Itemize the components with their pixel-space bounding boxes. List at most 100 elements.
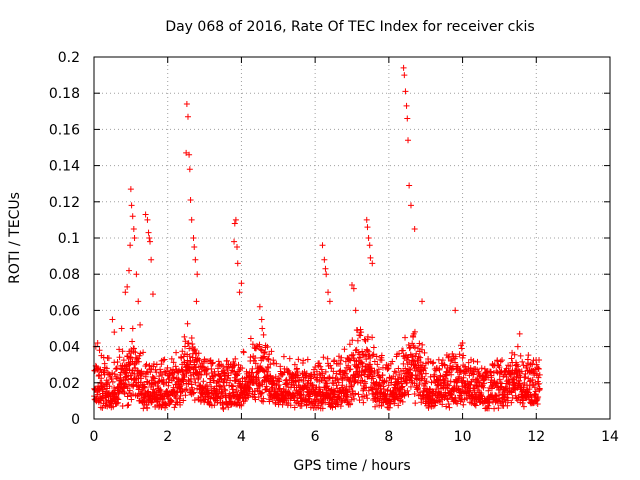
data-point <box>430 359 437 366</box>
data-point <box>351 395 358 402</box>
data-point <box>406 366 413 373</box>
data-point <box>108 375 115 382</box>
data-point <box>447 362 454 369</box>
data-point <box>150 386 157 393</box>
data-point <box>268 348 275 355</box>
data-point <box>511 351 518 358</box>
data-point <box>472 402 479 409</box>
data-point <box>130 225 137 232</box>
data-point <box>116 354 123 361</box>
data-point <box>232 377 239 384</box>
data-point <box>499 357 506 364</box>
data-point <box>219 399 226 406</box>
data-point <box>318 366 325 373</box>
data-point <box>417 359 424 366</box>
data-point <box>319 370 326 377</box>
data-point <box>404 115 411 122</box>
data-point <box>459 339 466 346</box>
data-point <box>481 365 488 372</box>
data-point <box>365 235 372 241</box>
data-point <box>193 298 200 305</box>
data-point <box>436 366 443 373</box>
data-point <box>433 386 440 393</box>
data-point <box>395 365 402 372</box>
data-point <box>373 353 380 360</box>
y-axis-label: ROTI / TECUs <box>7 192 23 284</box>
data-point <box>444 385 451 392</box>
data-point <box>508 355 515 362</box>
data-point <box>374 369 381 376</box>
data-point <box>255 368 262 375</box>
data-point <box>425 404 432 411</box>
data-point <box>403 102 410 109</box>
data-point <box>502 399 509 406</box>
data-point <box>516 380 523 387</box>
data-point <box>517 352 524 359</box>
data-point <box>214 399 221 406</box>
data-point <box>339 398 346 405</box>
data-point <box>211 368 218 375</box>
data-point <box>129 338 136 345</box>
x-axis-label: GPS time / hours <box>293 458 410 474</box>
data-point <box>338 354 345 361</box>
data-point <box>149 291 156 298</box>
data-point <box>263 383 270 390</box>
data-point <box>487 369 494 376</box>
data-point <box>516 330 523 337</box>
data-point <box>316 370 323 377</box>
data-point <box>412 361 419 368</box>
data-point <box>369 352 376 359</box>
data-point <box>198 371 205 378</box>
data-point <box>342 368 349 375</box>
data-point <box>349 337 356 344</box>
data-point <box>367 361 374 368</box>
data-point <box>185 340 192 347</box>
data-point <box>191 346 198 353</box>
data-point <box>402 334 409 341</box>
data-point <box>137 350 144 357</box>
data-point <box>116 346 123 353</box>
data-point <box>147 238 154 245</box>
data-point <box>94 339 101 346</box>
data-point <box>491 405 498 412</box>
data-point <box>97 404 104 411</box>
data-point <box>310 382 317 389</box>
data-points <box>91 64 543 413</box>
data-point <box>249 341 256 348</box>
data-point <box>439 401 446 408</box>
data-point <box>128 202 135 209</box>
data-point <box>119 348 126 355</box>
data-point <box>383 377 390 384</box>
data-point <box>252 396 259 403</box>
data-point <box>103 365 110 372</box>
data-point <box>109 316 116 323</box>
data-point <box>458 378 465 385</box>
data-point <box>180 369 187 376</box>
data-point <box>295 356 302 363</box>
data-point <box>434 381 441 388</box>
data-point <box>420 389 427 396</box>
data-point <box>291 361 298 368</box>
data-point <box>522 370 529 377</box>
data-point <box>460 352 467 359</box>
data-point <box>304 356 311 363</box>
data-point <box>315 404 322 411</box>
data-point <box>113 365 120 372</box>
data-point <box>225 404 232 411</box>
data-point <box>341 346 348 353</box>
data-point <box>375 366 382 373</box>
data-point <box>354 327 361 334</box>
data-point <box>330 368 337 375</box>
data-point <box>188 334 195 341</box>
data-point <box>234 244 241 251</box>
data-point <box>300 357 307 364</box>
data-point <box>436 397 443 404</box>
data-point <box>514 343 521 350</box>
data-point <box>294 368 301 375</box>
data-point <box>363 392 370 399</box>
data-point <box>246 385 253 392</box>
data-point <box>445 401 452 408</box>
data-point <box>195 350 202 357</box>
data-point <box>323 271 330 278</box>
